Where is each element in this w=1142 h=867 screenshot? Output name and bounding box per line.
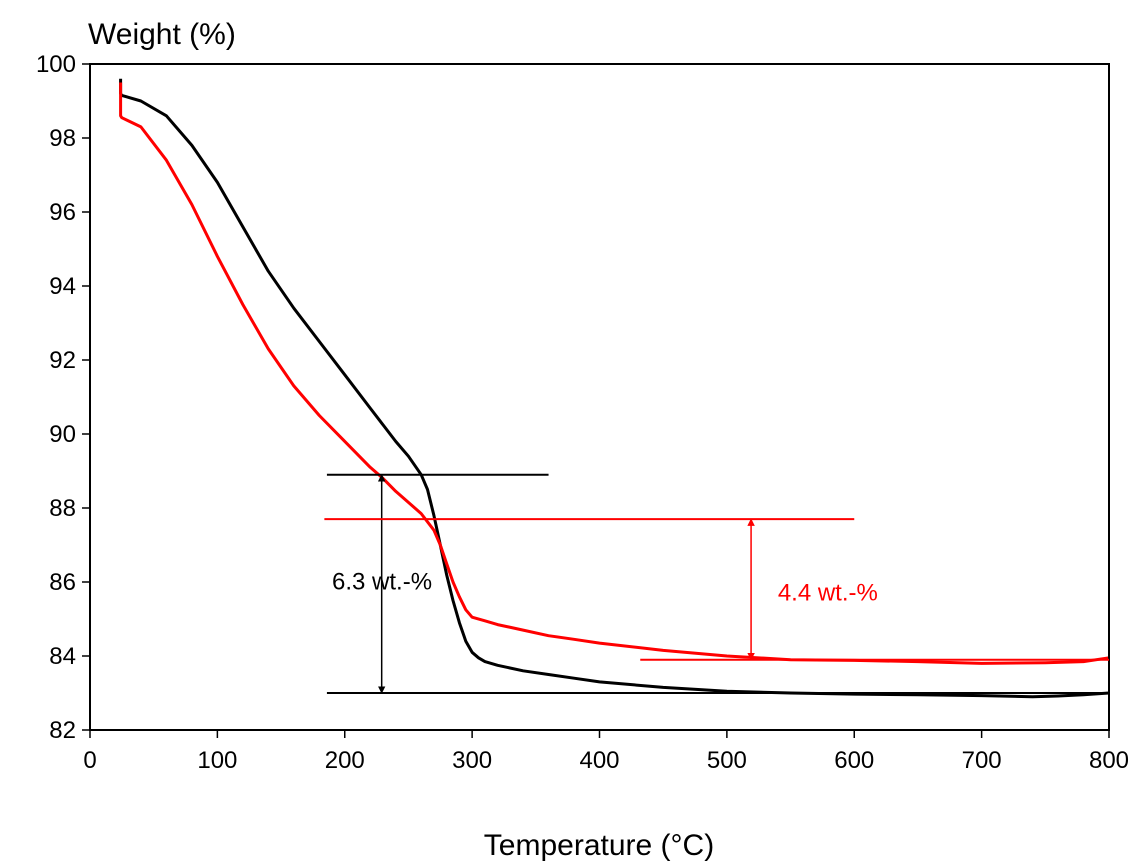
y-tick-label: 84 xyxy=(49,643,76,670)
y-tick-label: 94 xyxy=(49,273,76,300)
x-tick-label: 400 xyxy=(579,747,619,774)
y-tick-label: 88 xyxy=(49,495,76,522)
plot-frame xyxy=(89,63,1110,731)
y-tick-label: 92 xyxy=(49,347,76,374)
x-tick-label: 800 xyxy=(1089,747,1129,774)
x-tick-label: 300 xyxy=(452,747,492,774)
x-tick-label: 600 xyxy=(834,747,874,774)
y-tick-label: 98 xyxy=(49,125,76,152)
x-tick-label: 100 xyxy=(197,747,237,774)
annotations: 6.3 wt.-% 4.4 wt.-% xyxy=(324,473,1109,694)
x-tick-label: 200 xyxy=(325,747,365,774)
x-tick-label: 700 xyxy=(962,747,1002,774)
y-tick-label: 96 xyxy=(49,199,76,226)
plot-area xyxy=(119,78,1110,699)
x-axis-title: Temperature (°C) xyxy=(484,829,714,862)
y-axis-title: Weight (%) xyxy=(88,18,236,51)
y-tick-label: 82 xyxy=(49,717,76,744)
series-line-2 xyxy=(119,82,1110,665)
axis-ticks: 0 100 200 300 400 500 600 700 800 82 84 86 88 90 92 94 9… xyxy=(36,51,1129,774)
y-tick-label: 90 xyxy=(49,421,76,448)
y-tick-label: 100 xyxy=(36,51,76,78)
x-tick-label: 500 xyxy=(707,747,747,774)
y-tick-label: 86 xyxy=(49,569,76,596)
annotation-label-1: 6.3 wt.-% xyxy=(332,568,432,595)
series-line-1 xyxy=(119,78,1110,699)
x-tick-label: 0 xyxy=(83,747,96,774)
annotation-label-2: 4.4 wt.-% xyxy=(778,580,878,607)
